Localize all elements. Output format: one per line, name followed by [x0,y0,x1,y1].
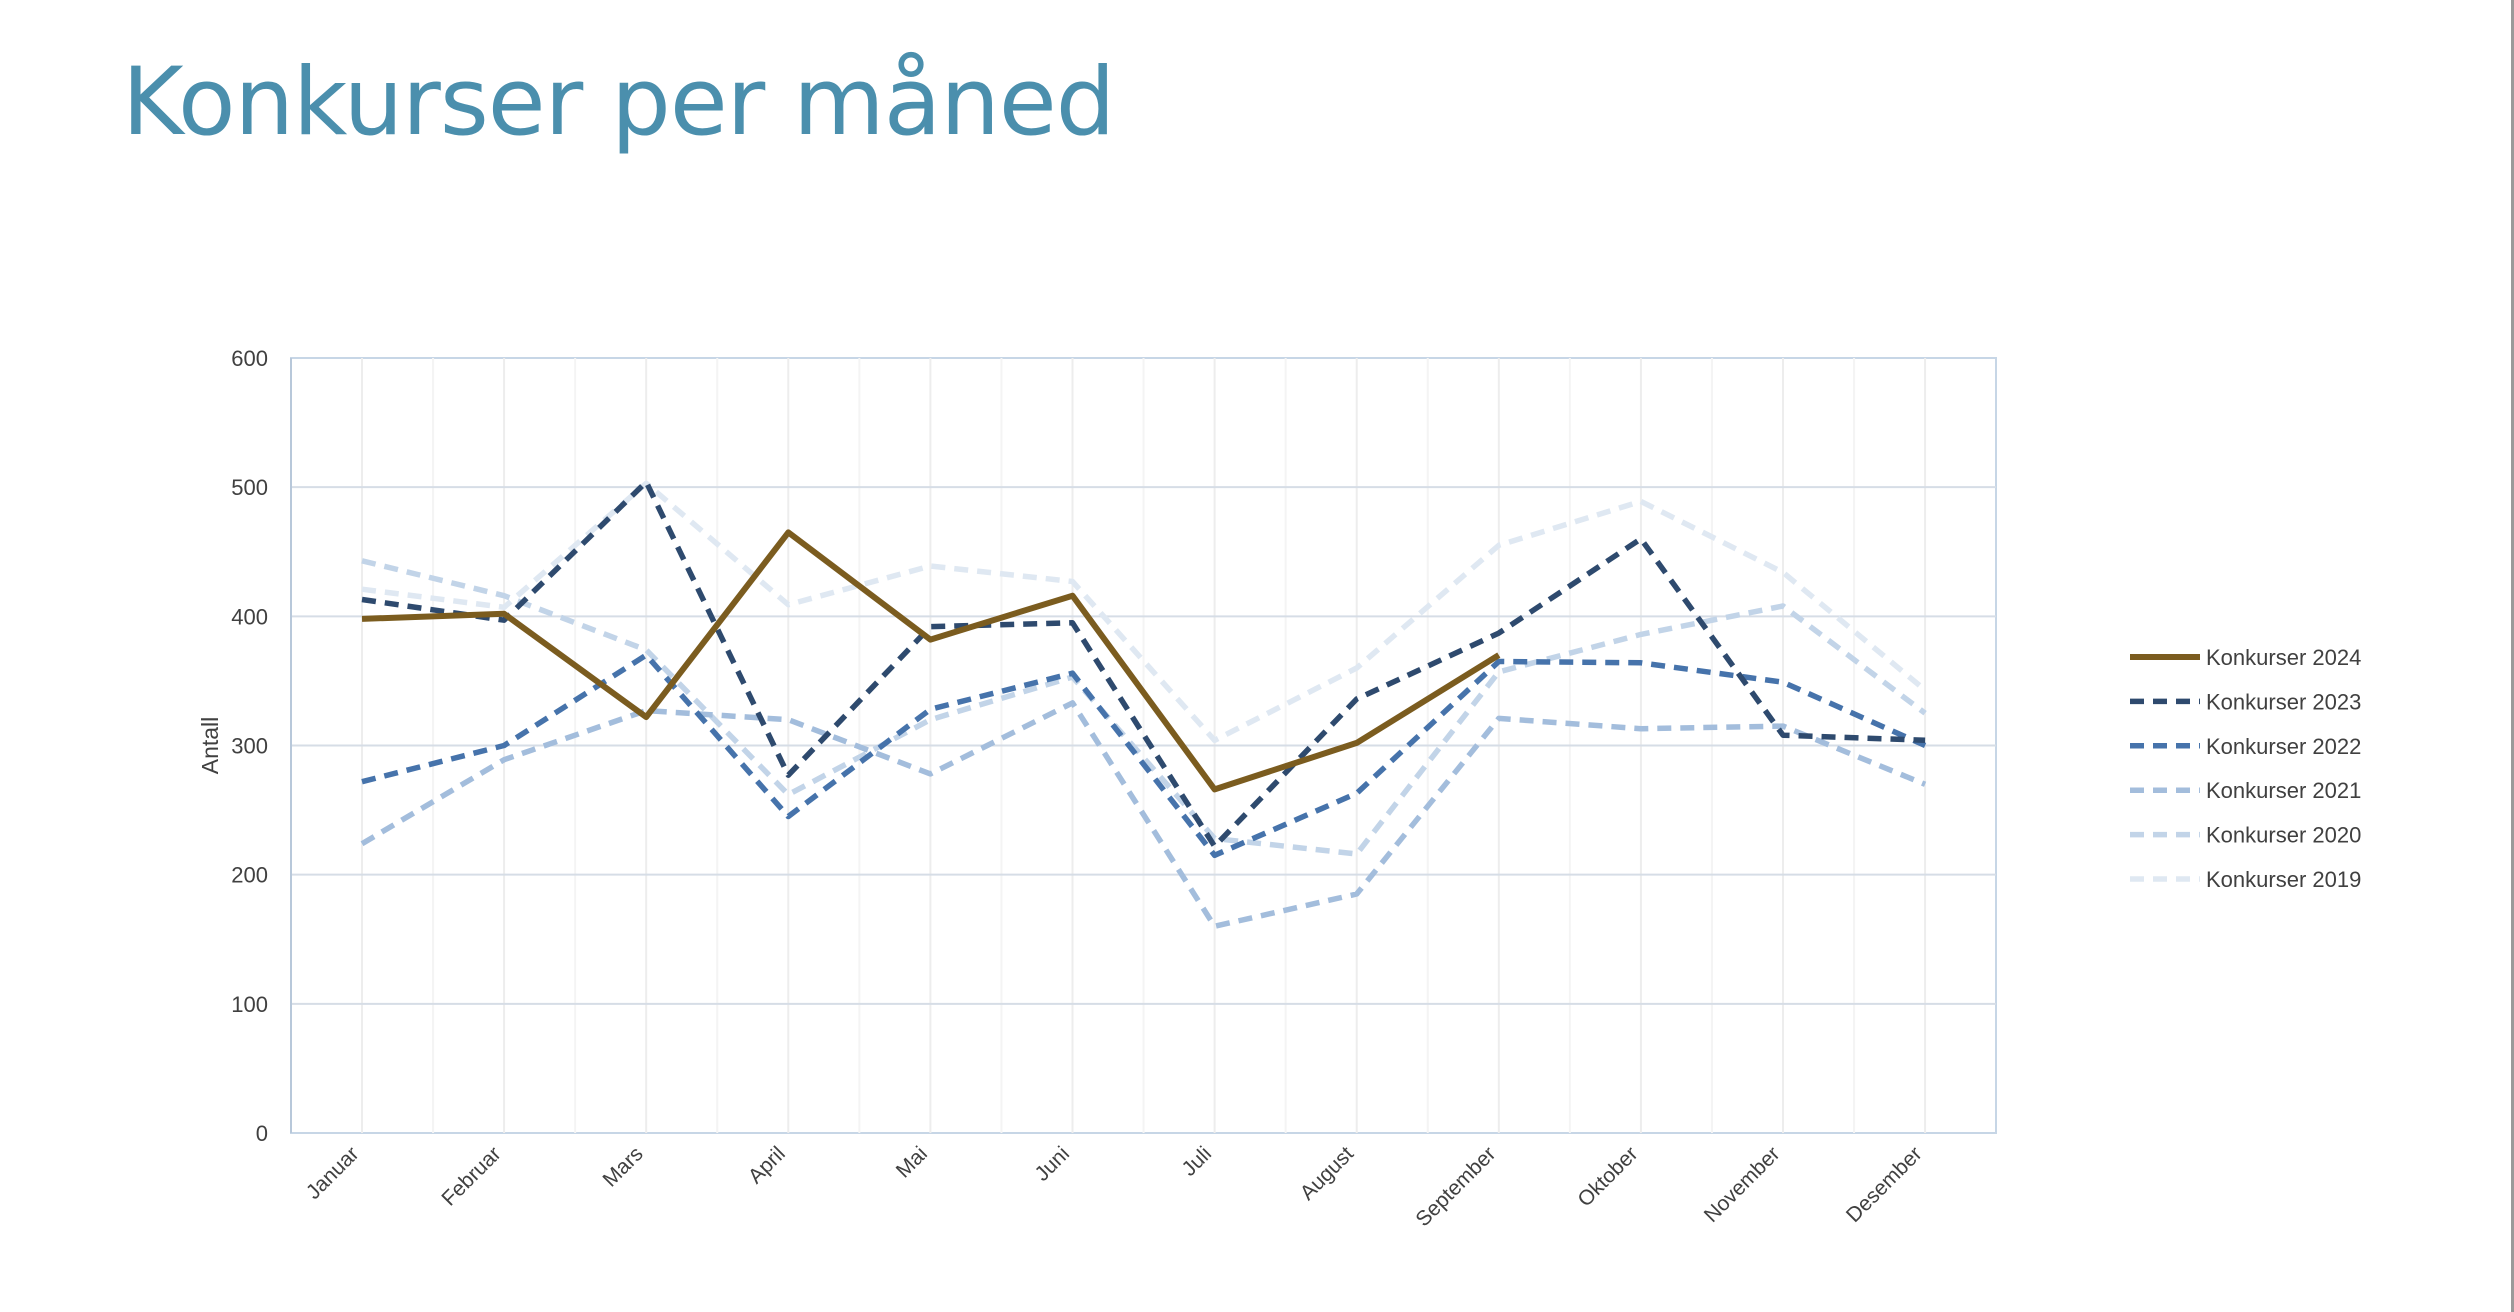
series-line-konkurser-2023 [361,479,1926,850]
x-tick-label-mars: Mars [598,1142,647,1191]
x-tick-label-februar: Februar [437,1142,505,1210]
x-tick-label-mai: Mai [892,1142,932,1182]
series-layer [360,479,1927,930]
legend-label-konkurser-2023: Konkurser 2023 [2206,689,2361,714]
series-line-konkurser-2020 [361,558,1927,857]
y-tick-label: 200 [231,863,268,888]
x-tick-label-desember: Desember [1842,1142,1927,1227]
series-line-konkurser-2022 [361,652,1927,859]
x-tick-label-september: September [1411,1142,1500,1231]
series-line-konkurser-2024 [361,529,1501,793]
series-line-konkurser-2021 [360,700,1927,930]
x-tick-label-november: November [1700,1142,1785,1227]
y-tick-label: 100 [231,992,268,1017]
slide-title: Konkurser per måned [122,48,1115,157]
y-tick-label: 0 [256,1121,268,1146]
legend-label-konkurser-2022: Konkurser 2022 [2206,734,2361,759]
x-tick-label-juni: Juni [1031,1142,1075,1186]
y-axis-title: Antall [197,717,223,775]
legend-label-konkurser-2020: Konkurser 2020 [2206,823,2361,848]
legend-label-konkurser-2021: Konkurser 2021 [2206,778,2361,803]
y-tick-label: 400 [231,604,268,629]
x-tick-label-oktober: Oktober [1573,1142,1642,1211]
slide-edge [2511,0,2514,1312]
legend-label-konkurser-2024: Konkurser 2024 [2206,645,2361,670]
x-tick-label-januar: Januar [302,1142,364,1204]
y-tick-label: 600 [231,346,268,371]
y-tick-label: 300 [231,734,268,759]
axis-layer: 0 100 200 300 400 500 600 Antall Januar Februar Ma… [197,346,1927,1231]
x-tick-label-august: August [1296,1142,1359,1205]
x-tick-label-juli: Juli [1178,1142,1217,1181]
y-tick-label: 500 [231,475,268,500]
grid-layer [290,357,1997,1134]
x-tick-label-april: April [744,1142,790,1188]
legend-label-konkurser-2019: Konkurser 2019 [2206,867,2361,892]
legend: Konkurser 2024 Konkurser 2023 Konkurser 20… [2130,645,2361,892]
